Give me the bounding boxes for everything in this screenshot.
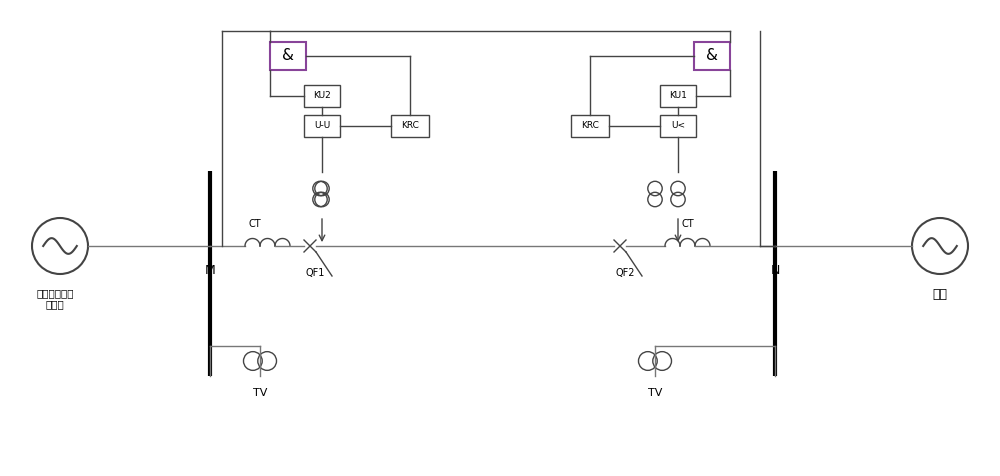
Text: M: M	[205, 264, 215, 277]
Bar	[571, 115, 609, 137]
Bar	[391, 115, 429, 137]
Text: CT: CT	[682, 219, 694, 229]
Text: TV: TV	[648, 388, 662, 398]
Text: KRC: KRC	[581, 121, 599, 130]
Text: N: N	[770, 264, 780, 277]
Text: KU1: KU1	[669, 91, 687, 100]
Bar	[304, 115, 340, 137]
Text: KRC: KRC	[401, 121, 419, 130]
Text: QF2: QF2	[615, 268, 635, 278]
Text: &: &	[706, 49, 718, 63]
Text: QF1: QF1	[305, 268, 325, 278]
Text: KU2: KU2	[313, 91, 331, 100]
Text: U-U: U-U	[314, 121, 330, 130]
Bar	[270, 42, 306, 70]
Bar	[694, 42, 730, 70]
Text: CT: CT	[249, 219, 261, 229]
Text: &: &	[282, 49, 294, 63]
Bar	[660, 85, 696, 107]
Bar	[660, 115, 696, 137]
Text: U<: U<	[671, 121, 685, 130]
Text: TV: TV	[253, 388, 267, 398]
Bar	[304, 85, 340, 107]
Text: 系统: 系统	[932, 288, 948, 301]
Text: 含风电带负荷
的孤网: 含风电带负荷 的孤网	[36, 288, 74, 309]
